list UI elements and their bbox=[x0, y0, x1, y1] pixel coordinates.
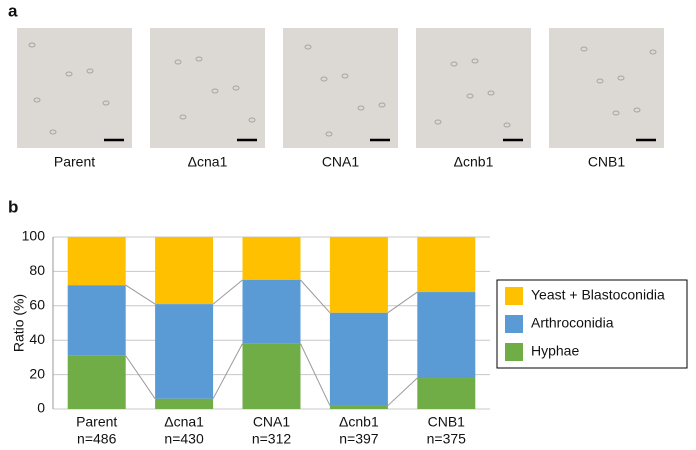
bar-segment bbox=[242, 237, 301, 280]
cell bbox=[487, 90, 495, 96]
x-tick-label: Δcnb1 bbox=[339, 414, 379, 430]
panel-label: b bbox=[8, 197, 18, 216]
cell bbox=[232, 85, 240, 91]
caption: CNB1 bbox=[588, 154, 626, 170]
bar-segment bbox=[329, 405, 388, 409]
x-tick-label: Parent bbox=[76, 414, 117, 430]
cell bbox=[86, 68, 94, 74]
cell bbox=[580, 46, 588, 52]
cell bbox=[357, 105, 365, 111]
cell bbox=[325, 131, 333, 137]
cell bbox=[378, 102, 386, 108]
sample-label: n=375 bbox=[427, 431, 467, 447]
connector bbox=[387, 377, 418, 406]
bar-segment bbox=[329, 237, 388, 313]
micrograph bbox=[283, 28, 398, 148]
x-tick-label: Δcna1 bbox=[164, 414, 204, 430]
y-tick-label: 80 bbox=[29, 262, 45, 278]
bar-segment bbox=[242, 343, 301, 409]
y-tick-label: 0 bbox=[37, 400, 45, 416]
cell bbox=[28, 42, 36, 48]
bar-segment bbox=[155, 237, 214, 305]
legend-swatch bbox=[505, 343, 523, 361]
y-tick-label: 100 bbox=[22, 228, 46, 244]
bar-segment bbox=[242, 280, 301, 344]
caption: Δcnb1 bbox=[454, 154, 494, 170]
cell bbox=[174, 59, 182, 65]
connector bbox=[300, 279, 331, 314]
micrograph bbox=[17, 28, 132, 148]
cell bbox=[341, 73, 349, 79]
connector bbox=[125, 355, 156, 399]
x-tick-label: CNA1 bbox=[253, 414, 291, 430]
bar-segment bbox=[67, 237, 126, 286]
bar-segment bbox=[67, 355, 126, 409]
cell bbox=[211, 88, 219, 94]
cell bbox=[617, 75, 625, 81]
cell bbox=[612, 110, 620, 116]
y-tick-label: 40 bbox=[29, 331, 45, 347]
bar-segment bbox=[67, 285, 126, 356]
legend-label: Hyphae bbox=[531, 343, 579, 359]
connector bbox=[300, 343, 331, 406]
cell bbox=[102, 100, 110, 106]
micrograph bbox=[150, 28, 265, 148]
micrograph bbox=[549, 28, 664, 148]
cell bbox=[179, 114, 187, 120]
bar-segment bbox=[155, 398, 214, 409]
sample-label: n=397 bbox=[339, 431, 379, 447]
panel-label: a bbox=[8, 1, 18, 20]
bar-segment bbox=[417, 378, 476, 409]
sample-label: n=312 bbox=[252, 431, 292, 447]
y-tick-label: 20 bbox=[29, 365, 45, 381]
sample-label: n=430 bbox=[164, 431, 204, 447]
cell bbox=[471, 58, 479, 64]
cell bbox=[466, 93, 474, 99]
sample-label: n=486 bbox=[77, 431, 117, 447]
legend-swatch bbox=[505, 315, 523, 333]
cell bbox=[633, 107, 641, 113]
cell bbox=[304, 44, 312, 50]
connector bbox=[212, 343, 243, 399]
cell bbox=[503, 122, 511, 128]
cell bbox=[65, 71, 73, 77]
x-tick-label: CNB1 bbox=[428, 414, 466, 430]
legend-label: Yeast + Blastoconidia bbox=[531, 287, 665, 303]
y-tick-label: 60 bbox=[29, 297, 45, 313]
bar-segment bbox=[417, 292, 476, 379]
y-axis-label: Ratio (%) bbox=[11, 294, 27, 352]
legend-swatch bbox=[505, 287, 523, 305]
cell bbox=[320, 76, 328, 82]
bar-segment bbox=[417, 237, 476, 293]
legend-box bbox=[496, 279, 688, 369]
bar-segment bbox=[329, 312, 388, 406]
cell bbox=[649, 49, 657, 55]
cell bbox=[49, 129, 57, 135]
connector bbox=[125, 284, 156, 305]
bar-segment bbox=[155, 304, 214, 399]
cell bbox=[434, 119, 442, 125]
cell bbox=[33, 97, 41, 103]
cell bbox=[248, 117, 256, 123]
cell bbox=[195, 56, 203, 62]
caption: Δcna1 bbox=[188, 154, 228, 170]
cell bbox=[450, 61, 458, 67]
caption: CNA1 bbox=[322, 154, 360, 170]
legend-label: Arthroconidia bbox=[531, 315, 614, 331]
micrograph bbox=[416, 28, 531, 148]
caption: Parent bbox=[54, 154, 95, 170]
connector bbox=[212, 279, 243, 305]
connector bbox=[387, 291, 418, 314]
cell bbox=[596, 78, 604, 84]
